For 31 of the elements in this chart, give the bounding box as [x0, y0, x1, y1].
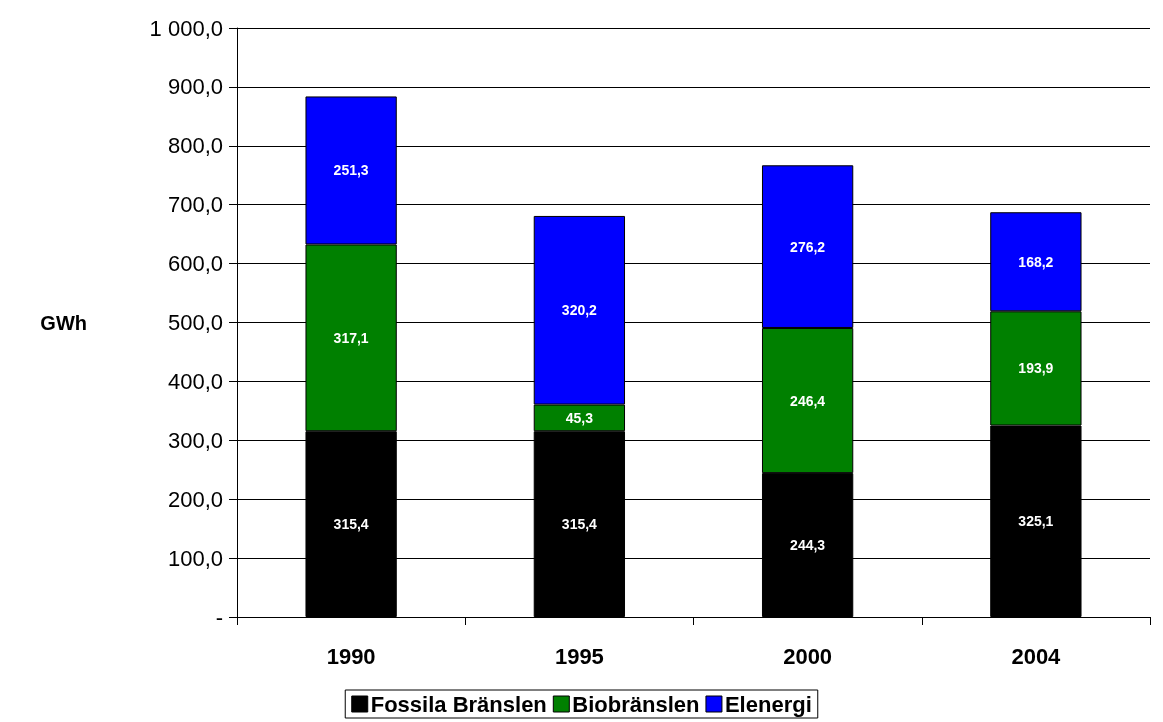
y-tick-label: 900,0 [167, 74, 223, 100]
y-tick-label: 500,0 [167, 310, 223, 335]
x-tick-label: 2004 [1011, 643, 1062, 669]
x-tick-label: 1995 [554, 643, 604, 669]
y-tick-label: 400,0 [167, 368, 223, 394]
y-tick-label: - [215, 604, 223, 630]
y-tick-label: 300,0 [167, 427, 223, 453]
data-label: 317,1 [333, 329, 369, 346]
data-label: 193,9 [1018, 360, 1054, 377]
y-tick-label: 800,0 [167, 133, 223, 159]
data-label: 315,4 [333, 516, 369, 533]
y-tick-label: 100,0 [167, 545, 223, 571]
legend-label: Biobränslen [572, 691, 700, 717]
y-tick-label: 1 000,0 [149, 15, 223, 41]
data-label: 246,4 [790, 392, 826, 409]
data-label: 325,1 [1018, 513, 1054, 530]
data-label: 315,4 [561, 516, 598, 533]
data-label: 320,2 [561, 302, 598, 319]
y-axis-title: GWh [40, 311, 87, 334]
y-tick-label: 600,0 [167, 251, 223, 277]
y-tick-label: 700,0 [167, 192, 223, 218]
data-label: 168,2 [1018, 253, 1054, 270]
x-tick-label: 2000 [783, 643, 833, 669]
data-label: 276,2 [790, 238, 826, 255]
x-tick-label: 1990 [326, 643, 376, 669]
data-label: 244,3 [790, 537, 826, 554]
legend-label: Fossila Bränslen [370, 691, 547, 717]
y-tick-label: 200,0 [167, 486, 223, 512]
data-label: 45,3 [565, 409, 594, 426]
data-label: 251,3 [333, 162, 369, 179]
legend-label: Elenergi [724, 691, 812, 717]
